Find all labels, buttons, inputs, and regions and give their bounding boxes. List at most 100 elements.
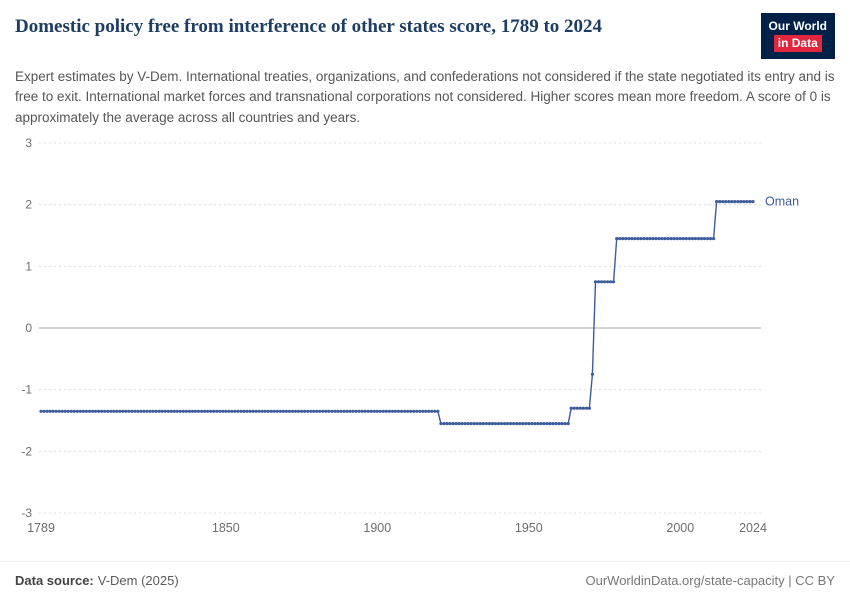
data-source-value: V-Dem (2025) xyxy=(97,573,179,588)
data-point xyxy=(587,406,592,410)
data-point xyxy=(42,409,46,413)
data-point xyxy=(127,409,131,413)
x-tick-label-1850: 1850 xyxy=(212,521,240,535)
data-point xyxy=(433,409,437,413)
data-point xyxy=(496,421,501,425)
data-point xyxy=(521,421,525,425)
data-point xyxy=(181,409,185,413)
data-point xyxy=(615,236,619,240)
data-point xyxy=(345,409,349,413)
data-point xyxy=(602,279,607,284)
data-point xyxy=(318,409,322,413)
data-point xyxy=(618,236,622,240)
data-point xyxy=(257,409,261,413)
data-point xyxy=(527,421,531,425)
data-point xyxy=(369,409,373,413)
chart-title: Domestic policy free from interference o… xyxy=(15,16,603,37)
data-point xyxy=(724,199,728,203)
data-point xyxy=(224,409,228,413)
data-point xyxy=(190,409,195,413)
plot-area[interactable]: -3 -2 -1 0 1 2 3 1789 1850 1900 1950 2000 2024 Oman xyxy=(15,134,835,539)
data-point xyxy=(154,409,158,413)
data-point xyxy=(230,409,234,413)
data-point xyxy=(175,409,179,413)
data-point xyxy=(396,409,401,413)
data-point xyxy=(696,236,701,240)
data-point xyxy=(121,409,125,413)
data-point xyxy=(699,236,704,240)
data-point xyxy=(578,406,582,410)
data-point xyxy=(651,236,655,240)
data-point xyxy=(281,409,285,413)
data-point xyxy=(545,421,549,425)
data-point xyxy=(145,409,149,413)
data-point xyxy=(487,421,491,425)
data-point xyxy=(48,409,52,413)
data-point xyxy=(245,409,249,413)
data-point xyxy=(436,409,440,413)
data-point xyxy=(575,406,579,410)
series-line-oman[interactable] xyxy=(41,200,753,425)
data-point xyxy=(518,421,522,425)
credit-link[interactable]: OurWorldinData.org/state-capacity | CC B… xyxy=(585,573,835,588)
data-point xyxy=(142,409,146,413)
data-point xyxy=(672,236,676,240)
data-point xyxy=(233,409,237,413)
data-point xyxy=(84,409,88,413)
data-point xyxy=(421,409,425,413)
data-point xyxy=(321,409,325,413)
data-point xyxy=(166,409,170,413)
data-point xyxy=(193,409,198,413)
data-point xyxy=(287,409,291,413)
data-point xyxy=(242,409,246,413)
owid-logo-line1: Our World xyxy=(768,19,827,33)
data-point xyxy=(548,421,552,425)
data-point xyxy=(254,409,258,413)
data-point xyxy=(57,409,61,413)
data-point xyxy=(187,409,192,413)
data-point xyxy=(636,236,640,240)
data-point xyxy=(687,236,692,240)
data-point xyxy=(248,409,252,413)
data-point xyxy=(315,409,319,413)
data-point xyxy=(654,236,658,240)
data-point xyxy=(493,421,498,425)
y-tick-label-2: 2 xyxy=(25,197,32,211)
data-point xyxy=(427,409,431,413)
data-point xyxy=(239,409,243,413)
data-point xyxy=(357,409,361,413)
data-point xyxy=(375,409,379,413)
data-point xyxy=(51,409,55,413)
data-point xyxy=(106,409,110,413)
data-point xyxy=(675,236,679,240)
data-point xyxy=(721,199,725,203)
data-point xyxy=(275,409,279,413)
data-point xyxy=(445,421,449,425)
data-point xyxy=(66,409,70,413)
data-point xyxy=(133,409,137,413)
data-point xyxy=(72,409,76,413)
data-point xyxy=(124,409,128,413)
data-point xyxy=(221,409,225,413)
data-point xyxy=(451,421,455,425)
data-point xyxy=(93,409,98,413)
owid-logo[interactable]: Our World in Data xyxy=(760,13,835,59)
data-point xyxy=(342,409,346,413)
data-point xyxy=(215,409,219,413)
data-point xyxy=(363,409,367,413)
data-point xyxy=(606,279,610,284)
data-point xyxy=(339,409,343,413)
data-point xyxy=(403,409,407,413)
data-point xyxy=(621,236,625,240)
data-point xyxy=(642,236,646,240)
data-source-label: Data source: xyxy=(15,573,94,588)
data-point xyxy=(751,199,755,203)
data-point xyxy=(463,421,467,425)
entity-label-oman[interactable]: Oman xyxy=(765,194,799,208)
data-point xyxy=(712,236,716,240)
data-point xyxy=(251,409,255,413)
data-point xyxy=(39,409,43,413)
data-point xyxy=(678,236,682,240)
data-point xyxy=(715,199,719,203)
